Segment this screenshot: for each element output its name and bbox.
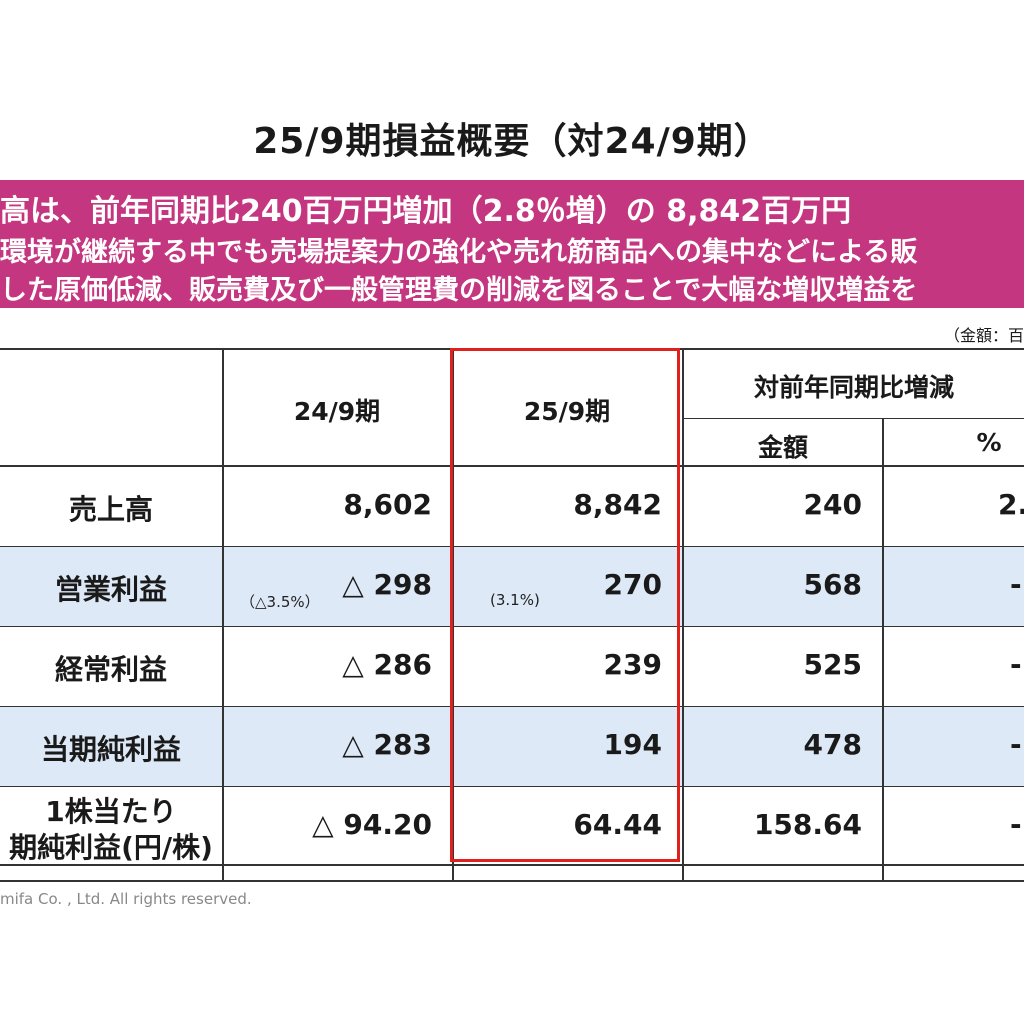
header-prev: 24/9期 bbox=[293, 397, 381, 426]
operating-curr: 270 bbox=[603, 568, 662, 601]
eps-percent: - bbox=[1010, 808, 1022, 841]
row-label-eps: 1株当たり bbox=[45, 795, 177, 828]
operating-curr-ratio: (3.1%) bbox=[490, 591, 540, 609]
net-percent: - bbox=[1010, 728, 1022, 761]
row-label-sales: 売上高 bbox=[68, 493, 153, 526]
table-row-line bbox=[0, 546, 1024, 547]
table-row-line bbox=[0, 864, 1024, 866]
header-amount: 金額 bbox=[757, 433, 808, 462]
unit-note: （金額：百 bbox=[943, 326, 1024, 345]
table-row-line bbox=[0, 786, 1024, 787]
table-col-line bbox=[222, 348, 224, 882]
net-prev: △ 283 bbox=[342, 728, 432, 761]
operating-percent: - bbox=[1010, 568, 1022, 601]
row-label-operating: 営業利益 bbox=[54, 573, 167, 606]
banner-line-2: 環境が継続する中でも売場提案力の強化や売れ筋商品への集中などによる販 bbox=[0, 237, 918, 268]
row-label-eps-2: 期純利益(円/株) bbox=[9, 831, 213, 864]
table-row-line bbox=[0, 706, 1024, 707]
net-amount: 478 bbox=[803, 728, 862, 761]
row-label-ordinary: 経常利益 bbox=[54, 653, 167, 686]
net-curr: 194 bbox=[603, 728, 662, 761]
operating-prev-ratio: （△3.5%） bbox=[240, 593, 320, 611]
ordinary-prev: △ 286 bbox=[342, 648, 432, 681]
ordinary-curr: 239 bbox=[603, 648, 662, 681]
table-header-bottom bbox=[0, 465, 1024, 467]
banner-line-1: 高は、前年同期比240百万円増加（2.8％増）の 8,842百万円 bbox=[0, 194, 852, 229]
eps-prev: △ 94.20 bbox=[312, 808, 432, 841]
eps-curr: 64.44 bbox=[573, 808, 662, 841]
header-curr: 25/9期 bbox=[523, 397, 611, 426]
sales-amount: 240 bbox=[803, 488, 862, 521]
sales-prev: 8,602 bbox=[343, 488, 432, 521]
table-row-line bbox=[0, 626, 1024, 627]
table-subheader-line bbox=[684, 418, 1024, 419]
ordinary-amount: 525 bbox=[803, 648, 862, 681]
table-border-bottom bbox=[0, 880, 1024, 882]
operating-amount: 568 bbox=[803, 568, 862, 601]
sales-percent: 2. bbox=[998, 488, 1024, 521]
eps-amount: 158.64 bbox=[753, 808, 862, 841]
header-yoy: 対前年同期比増減 bbox=[753, 373, 954, 402]
page-title: 25/9期損益概要（対24/9期） bbox=[253, 121, 771, 162]
current-period-highlight bbox=[450, 348, 680, 862]
row-bg-net bbox=[0, 707, 1024, 786]
ordinary-percent: - bbox=[1010, 648, 1022, 681]
table-col-line bbox=[452, 348, 454, 882]
operating-prev: △ 298 bbox=[342, 568, 432, 601]
summary-banner: 高は、前年同期比240百万円増加（2.8％増）の 8,842百万円 環境が継続す… bbox=[0, 180, 1024, 308]
header-percent: % bbox=[976, 428, 1002, 457]
table-col-line bbox=[682, 348, 684, 882]
banner-line-3: した原価低減、販売費及び一般管理費の削減を図ることで大幅な増収増益を bbox=[0, 275, 918, 306]
sales-curr: 8,842 bbox=[573, 488, 662, 521]
copyright-footer: mifa Co. , Ltd. All rights reserved. bbox=[0, 890, 252, 908]
row-label-net: 当期純利益 bbox=[40, 733, 181, 766]
row-bg-operating bbox=[0, 547, 1024, 626]
table-col-line bbox=[882, 418, 884, 882]
